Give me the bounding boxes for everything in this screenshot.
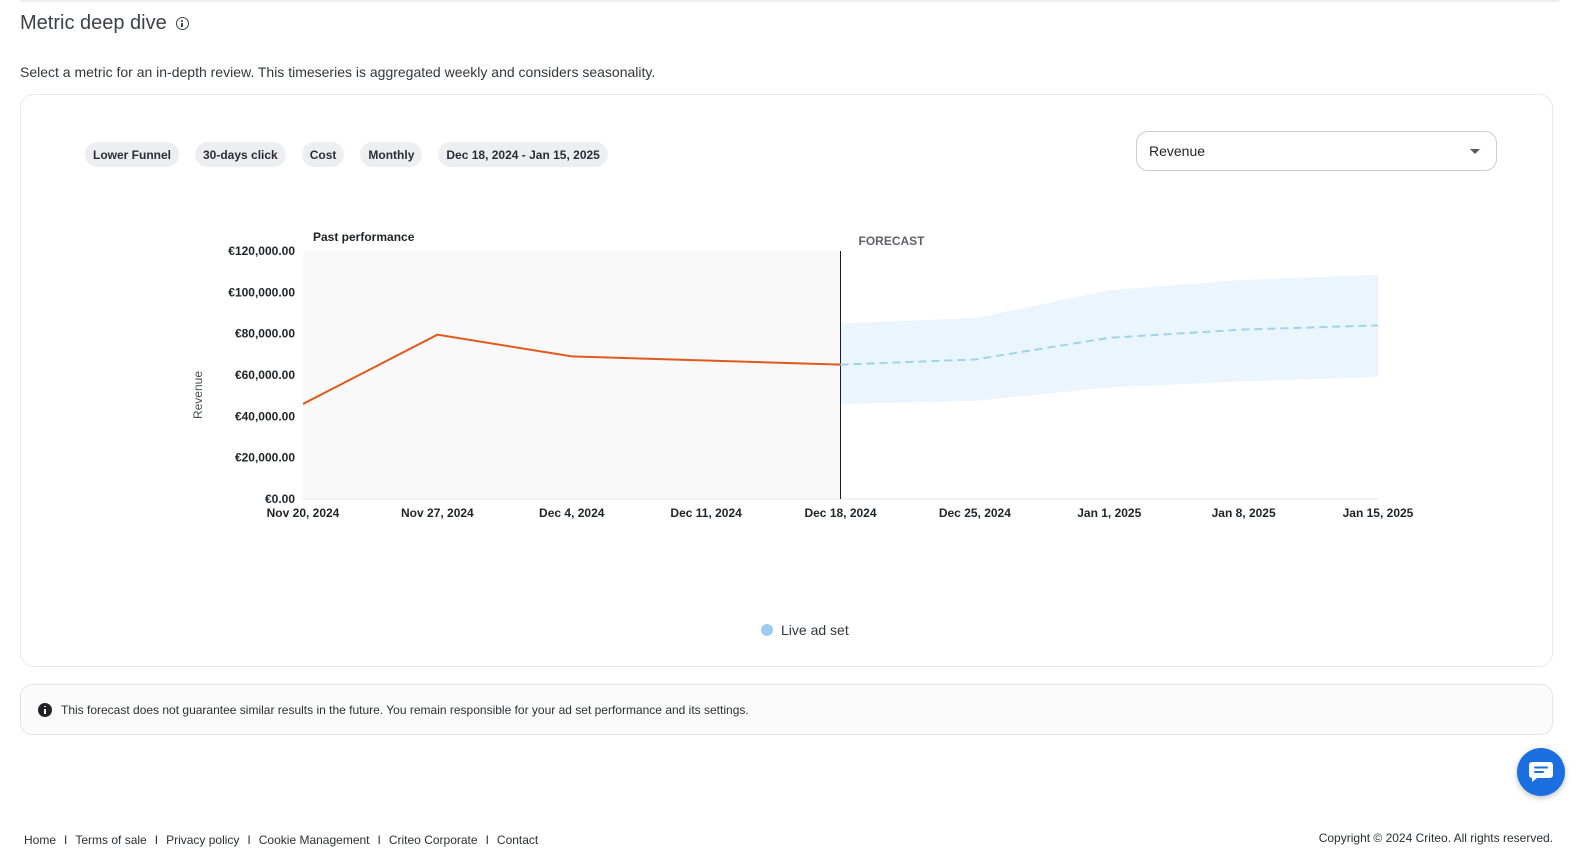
copyright-text: Copyright © 2024 Criteo. All rights rese… bbox=[1318, 831, 1553, 845]
y-axis-label: Revenue bbox=[191, 371, 205, 419]
footer-link-privacy[interactable]: Privacy policy bbox=[166, 833, 240, 847]
chat-button[interactable] bbox=[1517, 748, 1565, 796]
chip-date-range: Dec 18, 2024 - Jan 15, 2025 bbox=[438, 142, 608, 167]
footer-link-contact[interactable]: Contact bbox=[496, 833, 539, 847]
chip-period: Monthly bbox=[360, 142, 423, 167]
chevron-down-icon bbox=[1470, 149, 1480, 154]
x-axis-ticks: Nov 20, 2024 Nov 27, 2024 Dec 4, 2024 Dec 1… bbox=[267, 506, 1414, 520]
x-tick-label: Dec 25, 2024 bbox=[939, 506, 1011, 520]
x-tick-label: Jan 8, 2025 bbox=[1212, 506, 1276, 520]
forecast-label: FORECAST bbox=[859, 234, 926, 248]
footer-separator: I bbox=[247, 833, 251, 847]
x-tick-label: Nov 20, 2024 bbox=[267, 506, 340, 520]
metric-card: Lower Funnel 30-days click Cost Monthly … bbox=[20, 94, 1553, 667]
footer-nav: Home I Terms of sale I Privacy policy I … bbox=[24, 833, 538, 847]
filter-chips: Lower Funnel 30-days click Cost Monthly … bbox=[85, 142, 608, 167]
footer-link-corporate[interactable]: Criteo Corporate bbox=[388, 833, 478, 847]
chart-legend: Live ad set bbox=[761, 622, 849, 638]
y-tick-label: €80,000.00 bbox=[235, 327, 295, 341]
legend-dot-icon bbox=[761, 624, 773, 636]
y-tick-label: €120,000.00 bbox=[228, 244, 295, 258]
footer-separator: I bbox=[64, 833, 68, 847]
footer-separator: I bbox=[154, 833, 159, 847]
metric-select[interactable]: Revenue bbox=[1136, 131, 1497, 171]
info-filled-icon bbox=[38, 702, 52, 717]
top-divider bbox=[20, 0, 1559, 2]
footer-separator: I bbox=[485, 833, 489, 847]
section-header: Metric deep dive bbox=[20, 12, 189, 35]
section-subtitle: Select a metric for an in-depth review. … bbox=[20, 64, 656, 80]
forecast-range-band bbox=[840, 274, 1378, 404]
chip-goal: Cost bbox=[301, 142, 345, 167]
footer-link-cookies[interactable]: Cookie Management bbox=[258, 833, 370, 847]
past-period-background bbox=[303, 251, 841, 499]
y-tick-label: €0.00 bbox=[265, 492, 295, 506]
disclaimer-text: This forecast does not guarantee similar… bbox=[61, 702, 749, 717]
y-tick-label: €60,000.00 bbox=[235, 368, 295, 382]
info-icon[interactable] bbox=[175, 17, 189, 30]
chip-attribution: 30-days click bbox=[195, 142, 286, 167]
page-title: Metric deep dive bbox=[20, 12, 167, 34]
y-tick-label: €20,000.00 bbox=[235, 451, 295, 465]
footer-separator: I bbox=[377, 833, 381, 847]
x-tick-label: Nov 27, 2024 bbox=[401, 506, 474, 520]
x-tick-label: Dec 18, 2024 bbox=[804, 506, 876, 520]
x-tick-label: Dec 11, 2024 bbox=[670, 506, 742, 520]
y-tick-label: €40,000.00 bbox=[235, 409, 295, 423]
past-performance-label: Past performance bbox=[313, 230, 415, 244]
x-tick-label: Jan 15, 2025 bbox=[1343, 506, 1414, 520]
x-tick-label: Dec 4, 2024 bbox=[539, 506, 605, 520]
metric-select-value: Revenue bbox=[1149, 143, 1206, 159]
chat-icon bbox=[1529, 762, 1553, 782]
chip-funnel: Lower Funnel bbox=[85, 142, 179, 167]
revenue-chart: €0.00 €20,000.00 €40,000.00 €60,000.00 €80,0… bbox=[191, 230, 1414, 520]
forecast-disclaimer: This forecast does not guarantee similar… bbox=[20, 684, 1553, 735]
x-tick-label: Jan 1, 2025 bbox=[1077, 506, 1141, 520]
y-axis-ticks: €0.00 €20,000.00 €40,000.00 €60,000.00 €80,0… bbox=[228, 244, 295, 506]
legend-label: Live ad set bbox=[781, 622, 849, 638]
footer-link-home[interactable]: Home bbox=[24, 833, 57, 847]
footer-link-terms[interactable]: Terms of sale bbox=[75, 833, 147, 847]
y-tick-label: €100,000.00 bbox=[228, 285, 295, 299]
past-revenue-line bbox=[302, 333, 841, 405]
